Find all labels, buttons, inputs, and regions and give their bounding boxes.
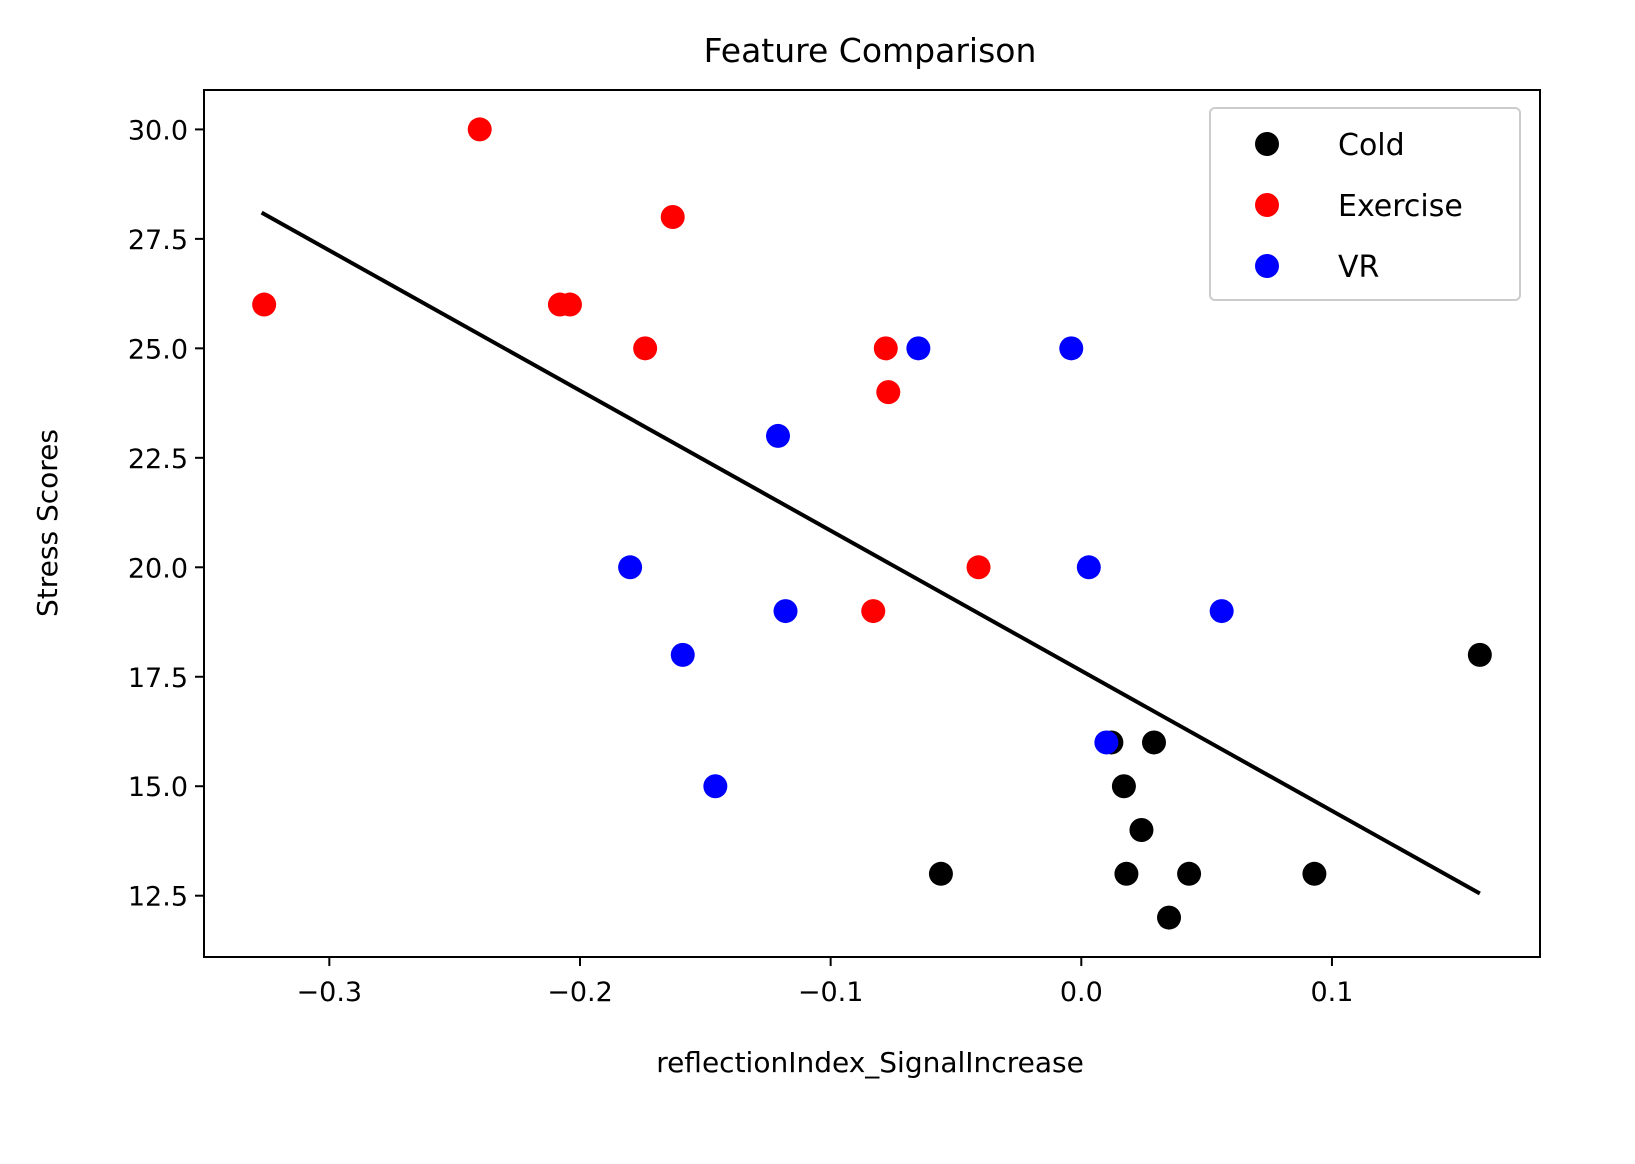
legend-marker-exercise bbox=[1255, 193, 1279, 217]
data-point-cold bbox=[1141, 730, 1166, 755]
data-point-exercise bbox=[633, 336, 658, 361]
data-point-exercise bbox=[557, 292, 582, 317]
y-tick-label: 17.5 bbox=[128, 663, 188, 694]
data-point-exercise bbox=[861, 599, 886, 624]
y-tick-label: 22.5 bbox=[128, 444, 188, 475]
data-point-vr bbox=[766, 423, 791, 448]
legend: Cold Exercise VR bbox=[1209, 107, 1521, 301]
y-axis-label: Stress Scores bbox=[31, 429, 64, 617]
y-tick-label: 30.0 bbox=[128, 115, 188, 146]
plot-frame bbox=[203, 89, 1541, 958]
y-tick-label: 15.0 bbox=[128, 772, 188, 803]
legend-label-vr: VR bbox=[1338, 250, 1379, 285]
data-point-vr bbox=[1059, 336, 1084, 361]
x-tick-label: 0.0 bbox=[1060, 977, 1103, 1008]
x-tick-label: 0.1 bbox=[1310, 977, 1353, 1008]
chart-title: Feature Comparison bbox=[704, 31, 1037, 70]
data-point-vr bbox=[1094, 730, 1119, 755]
data-point-vr bbox=[618, 555, 643, 580]
data-point-vr bbox=[773, 599, 798, 624]
data-point-exercise bbox=[660, 204, 685, 229]
data-point-cold bbox=[1177, 861, 1202, 886]
data-point-exercise bbox=[966, 555, 991, 580]
y-tick-label: 27.5 bbox=[128, 225, 188, 256]
y-tick-label: 25.0 bbox=[128, 334, 188, 365]
x-axis-label: reflectionIndex_SignalIncrease bbox=[656, 1046, 1084, 1079]
data-point-vr bbox=[670, 642, 695, 667]
data-point-cold bbox=[1114, 861, 1139, 886]
data-point-exercise bbox=[252, 292, 277, 317]
data-point-cold bbox=[1302, 861, 1327, 886]
x-tick-label: −0.2 bbox=[547, 977, 613, 1008]
x-tick-label: −0.3 bbox=[297, 977, 363, 1008]
plot-area: −0.3 −0.2 −0.1 0.0 0.1 12.5 15.0 17.5 20.0 22.5 25… bbox=[128, 89, 1541, 1008]
x-tick-label: −0.1 bbox=[798, 977, 864, 1008]
data-point-exercise bbox=[467, 117, 492, 142]
data-point-vr bbox=[703, 774, 728, 799]
data-point-vr bbox=[1076, 555, 1101, 580]
data-point-cold bbox=[1157, 905, 1182, 930]
data-point-vr bbox=[906, 336, 931, 361]
legend-label-exercise: Exercise bbox=[1338, 189, 1463, 224]
y-tick-label: 12.5 bbox=[128, 882, 188, 913]
legend-box bbox=[1209, 107, 1521, 301]
data-point-exercise bbox=[876, 380, 901, 405]
data-point-cold bbox=[1111, 774, 1136, 799]
data-point-cold bbox=[1129, 818, 1154, 843]
legend-marker-vr bbox=[1255, 254, 1279, 278]
data-point-exercise bbox=[873, 336, 898, 361]
data-point-cold bbox=[1467, 642, 1492, 667]
data-point-cold bbox=[928, 861, 953, 886]
legend-marker-cold bbox=[1255, 132, 1279, 156]
regression-line bbox=[260, 210, 1481, 896]
legend-label-cold: Cold bbox=[1338, 128, 1405, 163]
y-tick-label: 20.0 bbox=[128, 553, 188, 584]
data-point-vr bbox=[1209, 599, 1234, 624]
